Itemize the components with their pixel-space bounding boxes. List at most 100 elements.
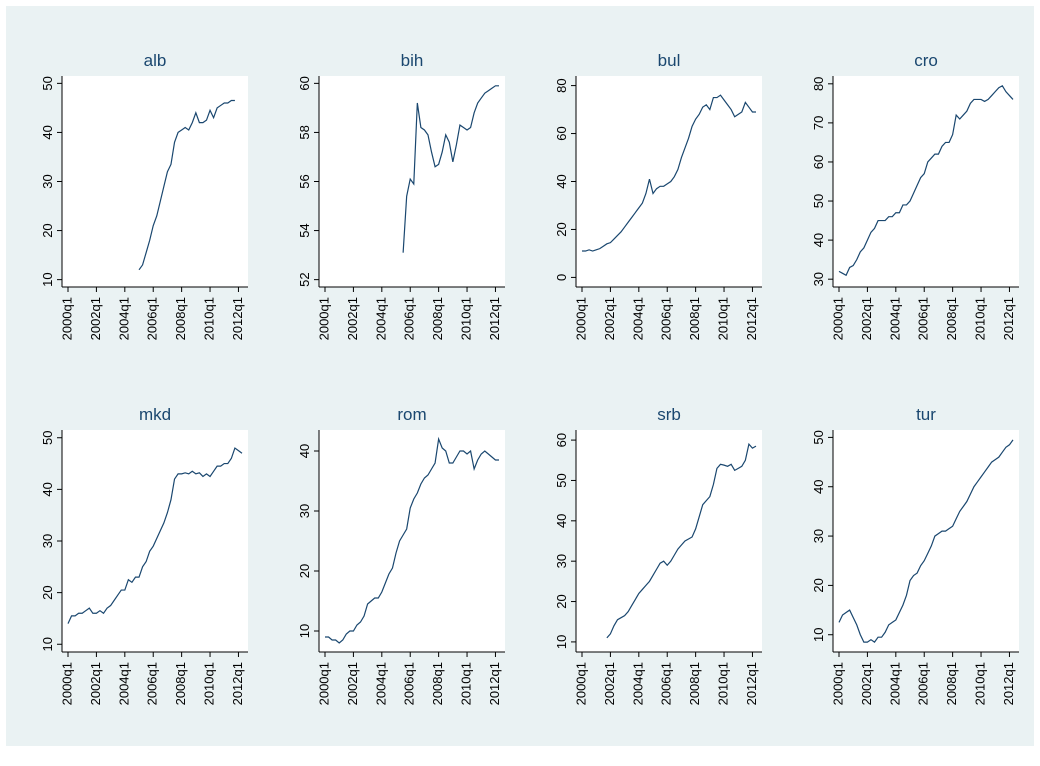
x-tick-label: 2006q1 [916, 662, 931, 705]
y-tick-label: 20 [297, 564, 312, 578]
plot-region [576, 430, 762, 652]
series-line [402, 85, 499, 253]
x-tick-label: 2006q1 [402, 297, 417, 340]
y-tick-label: 30 [40, 174, 55, 188]
y-tick-label: 50 [811, 194, 826, 208]
x-tick-label: 2004q1 [887, 297, 902, 340]
x-tick-label: 2002q1 [859, 297, 874, 340]
y-tick-label: 20 [554, 594, 569, 608]
x-tick-label: 2006q1 [659, 297, 674, 340]
y-tick-label: 40 [554, 174, 569, 188]
x-tick-label: 2000q1 [573, 662, 588, 705]
y-tick-label: 10 [811, 627, 826, 641]
y-tick-label: 40 [297, 444, 312, 458]
y-tick-label: 60 [554, 433, 569, 447]
series-line [838, 84, 1014, 277]
x-tick-label: 2006q1 [402, 662, 417, 705]
x-tick-label: 2008q1 [430, 297, 445, 340]
panel-title: bul [658, 51, 681, 70]
panel-title: srb [657, 405, 681, 424]
y-tick-label: 50 [40, 431, 55, 445]
x-tick-label: 2008q1 [687, 662, 702, 705]
x-tick-label: 2004q1 [630, 662, 645, 705]
x-tick-label: 2000q1 [316, 662, 331, 705]
x-tick-label: 2004q1 [373, 662, 388, 705]
y-tick-label: 80 [554, 78, 569, 92]
plot-region [319, 430, 505, 652]
y-tick-label: 0 [554, 274, 569, 281]
y-tick-label: 10 [40, 637, 55, 651]
x-tick-label: 2012q1 [744, 297, 759, 340]
y-tick-label: 40 [40, 125, 55, 139]
x-tick-label: 2012q1 [487, 662, 502, 705]
y-tick-label: 50 [811, 430, 826, 444]
plot-region [833, 76, 1019, 287]
series-line [325, 436, 499, 644]
x-tick-label: 2010q1 [458, 297, 473, 340]
y-tick-label: 30 [40, 534, 55, 548]
x-tick-label: 2010q1 [201, 662, 216, 705]
y-tick-label: 50 [554, 473, 569, 487]
x-tick-label: 2004q1 [630, 297, 645, 340]
series-line [606, 442, 757, 639]
y-tick-label: 60 [811, 155, 826, 169]
series-line [138, 99, 235, 271]
x-tick-label: 2012q1 [1001, 662, 1016, 705]
x-tick-label: 2008q1 [944, 297, 959, 340]
y-tick-label: 40 [811, 479, 826, 493]
x-tick-label: 2012q1 [744, 662, 759, 705]
x-tick-label: 2000q1 [830, 662, 845, 705]
x-tick-label: 2008q1 [430, 662, 445, 705]
x-tick-label: 2002q1 [859, 662, 874, 705]
x-tick-label: 2010q1 [972, 297, 987, 340]
x-tick-label: 2010q1 [715, 662, 730, 705]
y-tick-label: 56 [297, 174, 312, 188]
x-tick-label: 2000q1 [830, 297, 845, 340]
panel-title: mkd [139, 405, 171, 424]
y-tick-label: 20 [554, 222, 569, 236]
x-tick-label: 2008q1 [687, 297, 702, 340]
x-tick-label: 2012q1 [230, 662, 245, 705]
y-tick-label: 40 [554, 514, 569, 528]
y-tick-label: 30 [297, 504, 312, 518]
y-tick-label: 52 [297, 272, 312, 286]
y-tick-label: 50 [40, 76, 55, 90]
y-tick-label: 60 [554, 126, 569, 140]
panel-title: tur [916, 405, 936, 424]
y-tick-label: 70 [811, 116, 826, 130]
x-tick-label: 2004q1 [373, 297, 388, 340]
series-line [67, 447, 243, 624]
y-tick-label: 10 [554, 635, 569, 649]
x-tick-label: 2006q1 [916, 297, 931, 340]
y-tick-label: 20 [40, 585, 55, 599]
y-tick-label: 30 [811, 529, 826, 543]
x-tick-label: 2010q1 [458, 662, 473, 705]
x-tick-label: 2002q1 [602, 662, 617, 705]
x-tick-label: 2002q1 [602, 297, 617, 340]
x-tick-label: 2008q1 [173, 662, 188, 705]
x-tick-label: 2004q1 [116, 662, 131, 705]
x-tick-label: 2002q1 [88, 662, 103, 705]
x-tick-label: 2004q1 [116, 297, 131, 340]
y-tick-label: 40 [40, 482, 55, 496]
y-tick-label: 58 [297, 125, 312, 139]
x-tick-label: 2000q1 [59, 662, 74, 705]
x-tick-label: 2002q1 [88, 297, 103, 340]
panel-title: alb [144, 51, 167, 70]
panel-title: rom [397, 405, 426, 424]
x-tick-label: 2002q1 [345, 662, 360, 705]
x-tick-label: 2000q1 [59, 297, 74, 340]
x-tick-label: 2006q1 [145, 662, 160, 705]
x-tick-label: 2010q1 [201, 297, 216, 340]
x-tick-label: 2006q1 [145, 297, 160, 340]
x-tick-label: 2012q1 [1001, 297, 1016, 340]
y-tick-label: 54 [297, 223, 312, 237]
x-tick-label: 2010q1 [972, 662, 987, 705]
panel-title: cro [914, 51, 938, 70]
y-tick-label: 60 [297, 76, 312, 90]
y-tick-label: 80 [811, 77, 826, 91]
y-tick-label: 20 [811, 578, 826, 592]
x-tick-label: 2004q1 [887, 662, 902, 705]
series-line [582, 94, 756, 252]
y-tick-label: 20 [40, 223, 55, 237]
